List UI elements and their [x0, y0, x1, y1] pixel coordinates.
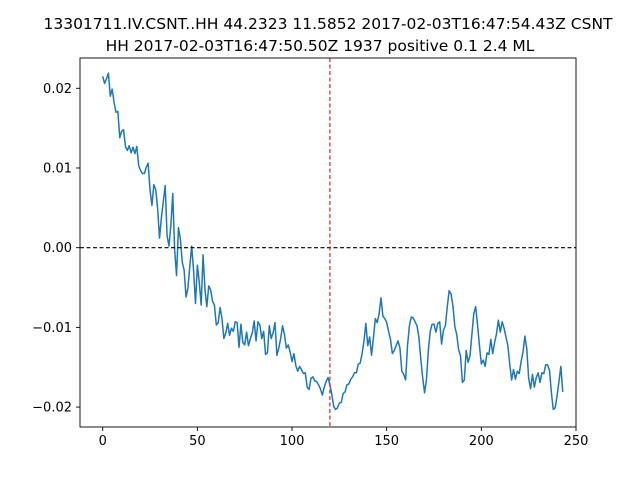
x-tick-label: 200 [469, 434, 494, 449]
axes-frame [79, 57, 577, 428]
chart-title-line-2: HH 2017-02-03T16:47:50.50Z 1937 positive… [105, 37, 535, 55]
series-line-0 [101, 72, 564, 411]
x-tick-label: 150 [374, 434, 399, 449]
x-tick-label: 50 [189, 434, 206, 449]
y-tick-label: 0.02 [43, 82, 72, 97]
y-tick-label: −0.01 [32, 321, 72, 336]
x-tick-label: 250 [564, 434, 589, 449]
x-tick-label: 100 [280, 434, 305, 449]
chart-title-line-1: 13301711.IV.CSNT..HH 44.2323 11.5852 201… [43, 15, 613, 33]
y-tick-label: 0.00 [43, 241, 72, 256]
y-tick-label: 0.01 [43, 161, 72, 176]
x-tick-label: 0 [99, 434, 107, 449]
y-tick-label: −0.02 [32, 401, 72, 416]
